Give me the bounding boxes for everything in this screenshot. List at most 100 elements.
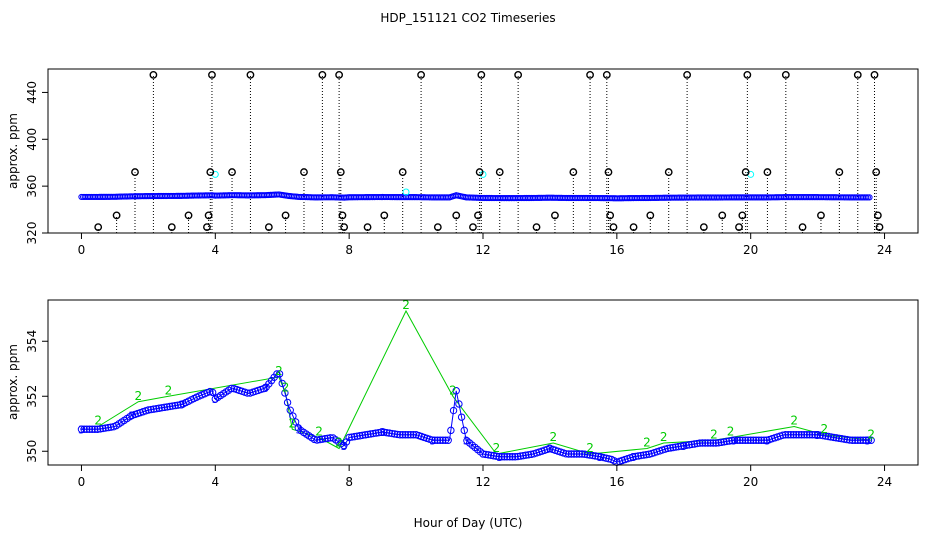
series-3-marker: 3 xyxy=(597,451,604,464)
top-y-tick-label: 400 xyxy=(25,128,39,151)
series-3-point xyxy=(522,451,530,459)
series-3-point xyxy=(163,403,171,411)
series-3-point xyxy=(688,440,696,449)
series-3-point xyxy=(88,425,96,433)
series-3-point xyxy=(460,426,468,435)
series-3-point xyxy=(455,400,463,408)
series-3-point xyxy=(594,452,602,461)
series-3-point xyxy=(158,404,166,412)
series-3-point xyxy=(808,431,816,439)
bottom-y-tick-label: 354 xyxy=(25,330,39,353)
series-3-point xyxy=(436,436,444,444)
bottom-x-tick-label: 20 xyxy=(743,475,758,489)
series-3-point xyxy=(96,425,104,433)
outlier-point xyxy=(738,211,747,220)
series-3-point xyxy=(361,431,369,439)
outlier-point xyxy=(514,70,523,79)
series-3-point xyxy=(227,384,236,393)
series-3-point xyxy=(275,370,284,378)
series-3-point xyxy=(409,431,418,439)
series-2-marker: 2 xyxy=(820,422,828,436)
series-3-point xyxy=(722,437,731,446)
outlier-point xyxy=(336,168,345,176)
series-3-point xyxy=(599,453,608,462)
series-3-point xyxy=(730,436,739,444)
series-3-point xyxy=(369,429,377,438)
series-3-point xyxy=(498,453,506,461)
series-3-point xyxy=(867,436,875,444)
series-2-marker: 2 xyxy=(335,436,343,450)
outlier-point xyxy=(474,211,482,220)
series-3-point xyxy=(854,436,862,444)
series-3-point xyxy=(835,434,843,442)
series-3-marker: 3 xyxy=(262,382,269,395)
series-3-point xyxy=(851,436,859,444)
series-3-marker: 3 xyxy=(496,451,503,464)
co2-point xyxy=(866,194,873,201)
series-3-point xyxy=(749,436,758,444)
outlier-point xyxy=(835,168,844,176)
outlier-point xyxy=(380,211,389,220)
outlier-point xyxy=(433,223,442,232)
series-3-point xyxy=(564,450,573,458)
series-3-point xyxy=(583,450,592,459)
series-3-point xyxy=(479,450,487,458)
series-3-marker: 3 xyxy=(463,434,470,447)
outlier-point xyxy=(798,223,807,232)
top-y-axis-label: approx. ppm xyxy=(6,113,20,189)
series-3-point xyxy=(107,423,115,431)
series-3-point xyxy=(728,436,736,445)
bottom-x-tick-label: 8 xyxy=(345,475,353,489)
series-3-point xyxy=(77,425,86,433)
outlier-point xyxy=(167,223,176,232)
top-x-tick-label: 4 xyxy=(211,243,219,257)
series-3-point xyxy=(800,431,808,439)
outlier-point xyxy=(664,168,673,176)
series-3-point xyxy=(93,425,102,433)
series-3-point xyxy=(757,436,766,444)
series-3-point xyxy=(813,431,822,439)
series-3-point xyxy=(816,431,824,439)
outlier-point xyxy=(875,223,884,232)
outlier-point xyxy=(781,70,790,79)
series-3-point xyxy=(385,429,394,437)
series-3-point xyxy=(639,451,648,459)
series-3-point xyxy=(680,442,688,450)
series-3-point xyxy=(744,436,752,444)
series-3-marker: 3 xyxy=(814,429,821,442)
series-2-marker: 2 xyxy=(727,425,735,439)
outlier-point xyxy=(335,70,344,79)
series-3-point xyxy=(864,436,873,444)
series-3-point xyxy=(101,424,110,432)
series-2-marker: 2 xyxy=(449,383,457,397)
series-3-point xyxy=(324,434,332,442)
series-3-point xyxy=(725,437,733,445)
x-axis-label: Hour of Day (UTC) xyxy=(414,516,523,530)
outlier-point xyxy=(363,223,372,232)
series-3-point xyxy=(407,431,415,439)
outlier-point xyxy=(204,211,213,220)
series-3-point xyxy=(452,387,460,395)
series-2-marker: 2 xyxy=(660,430,668,444)
series-3-point xyxy=(500,453,509,461)
series-3-point xyxy=(380,428,388,436)
series-3-point xyxy=(527,450,535,459)
bottom-y-axis-label: approx. ppm xyxy=(6,344,20,420)
series-2-marker: 2 xyxy=(275,364,283,378)
series-3-point xyxy=(693,439,701,448)
series-3-marker: 3 xyxy=(178,399,185,412)
bottom-x-tick-label: 24 xyxy=(877,475,892,489)
series-2-marker: 2 xyxy=(643,436,651,450)
series-3-point xyxy=(840,435,849,443)
series-3-point xyxy=(155,404,163,412)
series-2-marker: 2 xyxy=(867,427,875,441)
series-3-point xyxy=(150,405,158,413)
series-2-marker: 2 xyxy=(288,416,296,430)
series-2-marker: 2 xyxy=(165,383,173,397)
series-3-point xyxy=(514,452,522,461)
bottom-x-axis: 0 4 8 12 16 20 24 xyxy=(78,465,892,489)
series-3-point xyxy=(669,443,677,452)
series-3-point xyxy=(481,450,490,459)
series-3-marker: 3 xyxy=(546,443,553,456)
